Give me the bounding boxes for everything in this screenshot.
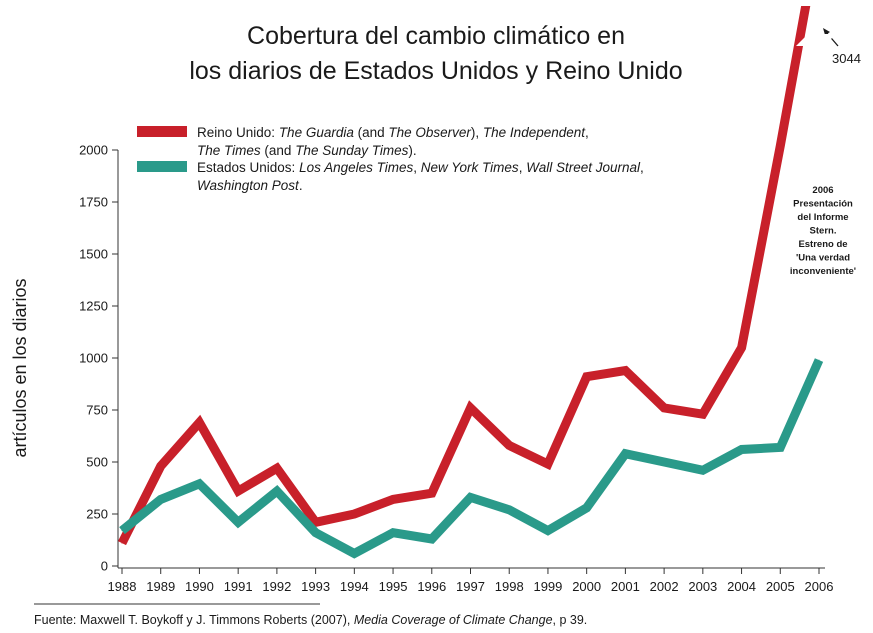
data-point: [624, 453, 626, 455]
data-point: [353, 553, 355, 554]
data-point: [547, 530, 549, 532]
data-point: [198, 422, 200, 423]
x-tick-label: 1998: [495, 579, 524, 594]
legend-entry-1-line-1: Reino Unido: The Guardia (and The Observ…: [197, 125, 589, 140]
y-axis: 0 250 500 750 1000 1250 1500 1750 2000 artículos …: [10, 143, 119, 574]
data-point: [315, 532, 317, 534]
legend-entry-2-line-1: Estados Unidos: Los Angeles Times, New Y…: [197, 160, 644, 175]
y-tick-label: 250: [86, 507, 108, 522]
title-line-2: los diarios de Estados Unidos y Reino Un…: [189, 57, 682, 85]
x-tick-label: 1992: [262, 579, 291, 594]
peak-arrow-head: [823, 28, 830, 35]
annotation-line: Estreno de: [798, 239, 847, 250]
peak-value-label: 3044: [832, 51, 861, 66]
y-tick-label: 2000: [79, 143, 108, 158]
data-point: [431, 492, 433, 494]
data-point: [741, 347, 743, 349]
data-point: [470, 407, 471, 409]
legend-entry-2-line-2: Washington Post.: [197, 178, 303, 193]
source-note: Fuente: Maxwell T. Boykoff y J. Timmons …: [34, 603, 587, 627]
x-tick-label: 1989: [146, 579, 175, 594]
data-point: [160, 498, 162, 500]
data-point: [315, 521, 317, 523]
data-point: [547, 463, 549, 465]
x-tick-label: 2005: [766, 579, 795, 594]
annotation: 2006 Presentación del Informe Stern. Estreno…: [790, 28, 861, 277]
data-point: [663, 461, 665, 463]
data-point: [586, 376, 588, 378]
x-tick-label: 1999: [533, 579, 562, 594]
y-tick-label: 500: [86, 455, 108, 470]
annotation-line: del Informe: [797, 212, 848, 223]
axis-break-gap: [796, 34, 836, 46]
data-point: [663, 407, 665, 409]
y-tick-label: 1500: [79, 247, 108, 262]
y-tick-label: 0: [101, 559, 108, 574]
data-point: [741, 449, 743, 450]
x-axis: 1988 1989 1990 1991 1992 1993 1994 1995 1996 1997…: [108, 567, 834, 594]
data-point: [198, 483, 200, 485]
data-point: [392, 532, 394, 534]
data-point: [121, 542, 123, 544]
data-point: [779, 446, 781, 448]
legend-entry-1-line-2: The Times (and The Sunday Times).: [197, 143, 417, 158]
annotation-line: Stern.: [810, 226, 837, 237]
legend-swatch-1: [137, 126, 187, 137]
x-tick-label: 1991: [224, 579, 253, 594]
annotation-line: inconveniente': [790, 266, 856, 277]
x-tick-label: 1990: [185, 579, 214, 594]
x-tick-label: 1988: [108, 579, 137, 594]
data-point: [276, 467, 278, 469]
annotation-line: 'Una verdad: [796, 253, 850, 264]
data-point: [237, 490, 239, 492]
x-tick-label: 1996: [417, 579, 446, 594]
title-line-1: Cobertura del cambio climático en: [247, 22, 625, 50]
y-tick-label: 1750: [79, 195, 108, 210]
data-point: [779, 145, 781, 147]
x-tick-label: 1997: [456, 579, 485, 594]
legend-swatch-2: [137, 161, 187, 172]
x-tick-label: 2000: [572, 579, 601, 594]
annotation-line: 2006: [812, 185, 833, 196]
source-text: Fuente: Maxwell T. Boykoff y J. Timmons …: [34, 613, 587, 627]
x-tick-label: 2003: [688, 579, 717, 594]
data-point: [276, 490, 278, 492]
chart-title: Cobertura del cambio climático en los dia…: [189, 22, 682, 85]
annotation-line: Presentación: [793, 199, 853, 210]
data-point: [818, 359, 820, 361]
x-tick-label: 2006: [805, 579, 834, 594]
data-point: [353, 513, 355, 515]
x-tick-label: 2001: [611, 579, 640, 594]
x-tick-label: 1993: [301, 579, 330, 594]
data-point: [624, 370, 626, 371]
y-tick-label: 750: [86, 403, 108, 418]
data-point: [702, 413, 704, 415]
data-point: [237, 521, 239, 523]
data-point: [702, 469, 704, 471]
series-lines: [117, 6, 824, 559]
data-point: [392, 498, 394, 500]
data-point: [431, 538, 433, 540]
x-tick-label: 1995: [379, 579, 408, 594]
x-tick-label: 2004: [727, 579, 756, 594]
y-tick-label: 1250: [79, 299, 108, 314]
x-tick-label: 1994: [340, 579, 369, 594]
data-point: [508, 444, 510, 446]
data-point: [160, 465, 162, 467]
y-tick-label: 1000: [79, 351, 108, 366]
data-point: [121, 530, 123, 532]
data-point: [586, 507, 588, 509]
y-axis-label: artículos en los diarios: [10, 278, 30, 457]
legend: Reino Unido: The Guardia (and The Observ…: [137, 125, 644, 193]
x-tick-label: 2002: [650, 579, 679, 594]
data-point: [470, 496, 471, 498]
data-point: [508, 509, 510, 511]
